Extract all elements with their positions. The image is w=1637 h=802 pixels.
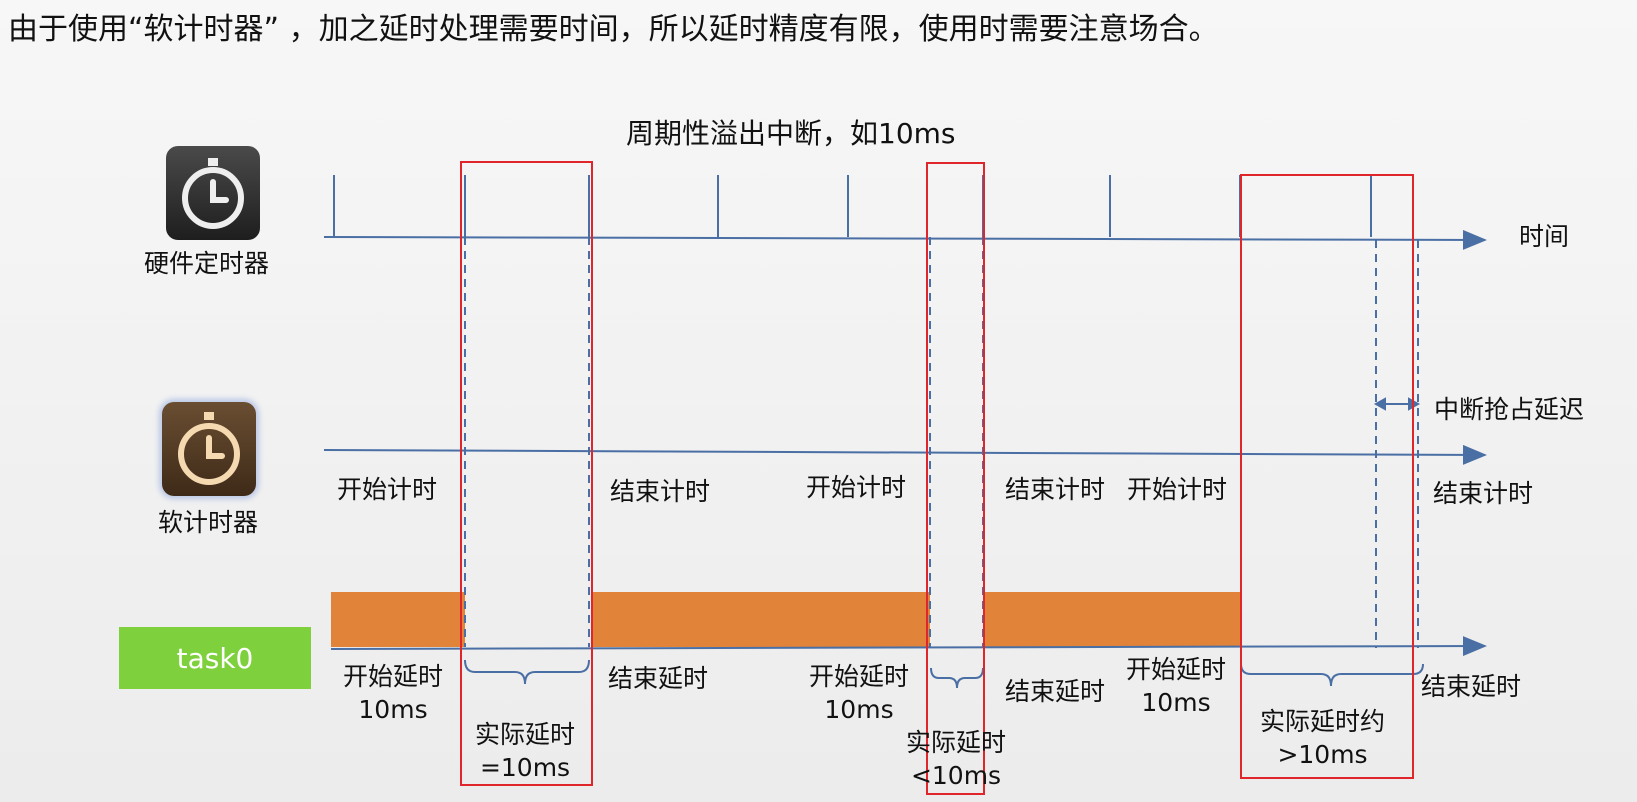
sw-event-end: 结束计时 xyxy=(610,477,711,506)
sw-event-end: 结束计时 xyxy=(1005,475,1106,504)
preempt-delay-label: 中断抢占延迟 xyxy=(1434,395,1585,424)
hardware-timer-stopwatch-icon xyxy=(166,146,260,240)
task-delay-end: 结束延时 xyxy=(608,664,709,693)
task-delay-end: 结束延时 xyxy=(1005,677,1106,706)
hw-timer-label: 硬件定时器 xyxy=(144,249,270,278)
sw-event-start: 开始计时 xyxy=(1127,475,1228,504)
brace xyxy=(1240,663,1424,687)
task-delay-end: 结束延时 xyxy=(1421,672,1522,701)
software-timer-stopwatch-icon xyxy=(162,402,256,496)
preempt-delay-arrow xyxy=(1373,397,1421,411)
task-delay-start: 开始延时 10ms xyxy=(343,662,444,724)
actual-delay-label: 实际延时 =10ms xyxy=(475,720,576,782)
highlight-boxes xyxy=(460,161,1414,795)
dashed-guides xyxy=(464,237,1419,648)
heading: 由于使用“软计时器” ，加之延时处理需要时间，所以延时精度有限，使用时需要注意场… xyxy=(8,12,1219,47)
actual-delay-label: 实际延时 <10ms xyxy=(906,728,1007,790)
task-bar xyxy=(985,592,1241,647)
task-bar xyxy=(591,592,930,647)
delay-braces xyxy=(464,659,1424,689)
interrupt-ticks xyxy=(333,175,1372,237)
highlight-box xyxy=(926,162,985,795)
actual-delay-label: 实际延时约 >10ms xyxy=(1260,707,1386,769)
sw-timer-label: 软计时器 xyxy=(158,508,259,537)
sw-event-start: 开始计时 xyxy=(806,473,907,502)
task-running-bars xyxy=(331,592,1241,647)
hw-time-axis xyxy=(323,229,1487,250)
task-time-axis xyxy=(330,636,1487,657)
highlight-box xyxy=(460,161,593,786)
task-delay-start: 开始延时 10ms xyxy=(809,662,910,724)
task-delay-start: 开始延时 10ms xyxy=(1126,655,1227,717)
highlight-box xyxy=(1240,174,1414,779)
task-bar xyxy=(331,592,465,647)
task0-label: task0 xyxy=(119,627,311,689)
sw-event-start: 开始计时 xyxy=(337,475,438,504)
sw-time-axis xyxy=(323,444,1487,465)
brace xyxy=(464,659,590,685)
time-axis-label: 时间 xyxy=(1519,222,1570,251)
brace xyxy=(930,667,984,689)
sw-event-end: 结束计时 xyxy=(1433,479,1534,508)
period-label: 周期性溢出中断，如10ms xyxy=(626,117,956,150)
